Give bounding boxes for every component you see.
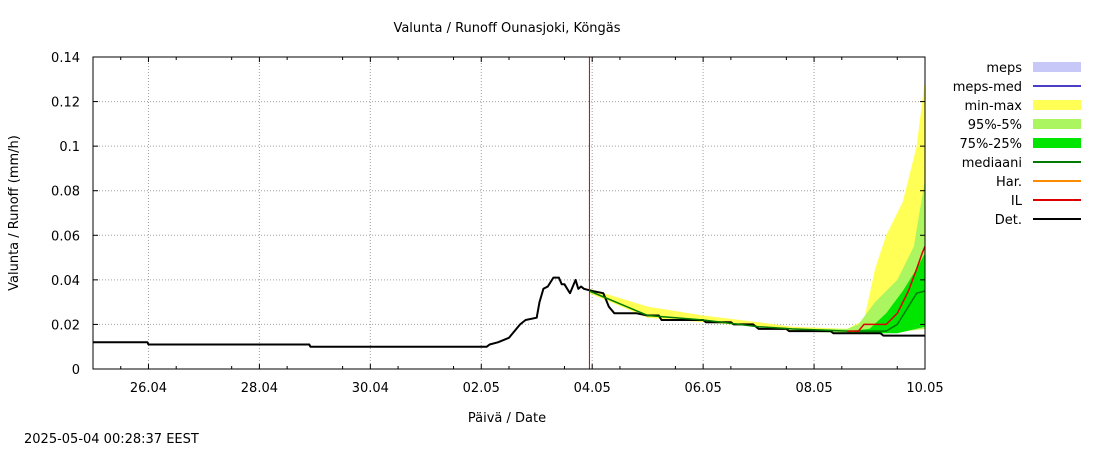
legend-label: 95%-5% (968, 118, 1022, 133)
x-tick-label: 04.05 (574, 381, 611, 396)
legend-label: IL (1011, 194, 1023, 209)
x-tick-label: 02.05 (463, 381, 500, 396)
x-tick-label: 30.04 (352, 381, 389, 396)
series-line-det- (93, 276, 925, 348)
legend-label: min-max (964, 99, 1022, 114)
legend-swatch (1033, 119, 1081, 129)
grid (93, 57, 925, 369)
series-lines (93, 246, 926, 348)
x-axis-ticks: 26.04 28.04 30.04 02.05 04.05 06.05 08.05 10.05 (120, 57, 944, 396)
legend-swatch (1033, 138, 1081, 148)
y-tick-label: 0.06 (51, 229, 80, 244)
legend-label: meps-med (953, 80, 1022, 95)
y-axis-label: Valunta / Runoff (mm/h) (7, 135, 22, 291)
uncertainty-bands (589, 79, 925, 334)
y-tick-label: 0.14 (51, 51, 80, 66)
y-tick-label: 0.1 (59, 140, 80, 155)
legend-label: Har. (996, 175, 1022, 190)
series-line-il (847, 246, 926, 332)
y-axis-ticks: 0 0.02 0.04 0.06 0.08 0.1 0.12 0.14 (51, 51, 925, 378)
chart-title: Valunta / Runoff Ounasjoki, Köngäs (393, 21, 620, 36)
legend-label: meps (986, 61, 1022, 76)
timestamp: 2025-05-04 00:28:37 EEST (24, 432, 199, 447)
legend-label: 75%-25% (960, 137, 1022, 152)
band-min-max (589, 79, 925, 334)
y-tick-label: 0.08 (51, 185, 80, 200)
y-tick-label: 0.12 (51, 96, 80, 111)
legend-label: mediaani (962, 156, 1022, 171)
x-tick-label: 26.04 (130, 381, 167, 396)
legend-label: Det. (995, 213, 1022, 228)
legend: meps meps-med min-max 95%-5% 75%-25% mediaani… (953, 61, 1081, 228)
x-tick-label: 08.05 (795, 381, 832, 396)
legend-swatch (1033, 62, 1081, 72)
band-75-25- (847, 253, 925, 334)
x-tick-label: 06.05 (685, 381, 722, 396)
legend-swatch (1033, 100, 1081, 110)
x-tick-label: 28.04 (241, 381, 278, 396)
plot-frame (92, 56, 926, 370)
x-tick-label: 10.05 (906, 381, 943, 396)
y-tick-label: 0.02 (51, 318, 80, 333)
band-95-5- (791, 179, 925, 334)
y-tick-label: 0.04 (51, 274, 80, 289)
y-tick-label: 0 (72, 363, 80, 378)
x-axis-label: Päivä / Date (468, 411, 546, 426)
